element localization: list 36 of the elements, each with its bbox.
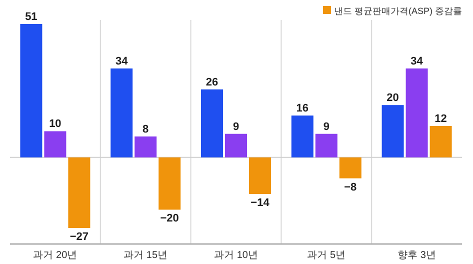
bar xyxy=(201,89,223,158)
data-label: 26 xyxy=(206,76,218,88)
data-label: −27 xyxy=(70,231,89,243)
data-label: 20 xyxy=(386,92,399,104)
data-label: 16 xyxy=(296,102,309,115)
bar xyxy=(249,157,271,194)
bar xyxy=(382,105,404,158)
x-tick-label: 과거 5년 xyxy=(307,250,346,261)
data-label: 9 xyxy=(323,120,330,133)
data-label: 10 xyxy=(49,118,62,130)
data-label: 34 xyxy=(115,55,129,68)
data-label: −14 xyxy=(250,197,270,209)
data-label: −8 xyxy=(344,181,357,194)
bar xyxy=(20,24,42,158)
data-label: 9 xyxy=(232,120,240,133)
data-label: 34 xyxy=(410,55,424,68)
bar xyxy=(430,126,452,158)
bar xyxy=(406,68,428,158)
bar xyxy=(110,68,133,158)
bar xyxy=(291,116,314,158)
data-label: 12 xyxy=(434,113,447,125)
data-label: 8 xyxy=(142,123,149,136)
x-tick-label: 과거 15년 xyxy=(124,250,168,261)
x-tick-label: 과거 20년 xyxy=(33,250,78,261)
bar xyxy=(68,157,90,228)
x-tick-label: 과거 10년 xyxy=(214,250,258,261)
bar xyxy=(44,131,66,158)
data-label: −20 xyxy=(160,212,179,225)
bar xyxy=(134,136,157,158)
bar xyxy=(225,134,247,158)
bar xyxy=(315,134,338,158)
bar xyxy=(158,157,181,210)
data-label: 51 xyxy=(25,11,38,23)
bar xyxy=(339,157,362,178)
x-tick-label: 향후 3년 xyxy=(398,250,436,261)
legend-label: 낸드 평균판매가격(ASP) 증감률 xyxy=(334,6,462,16)
